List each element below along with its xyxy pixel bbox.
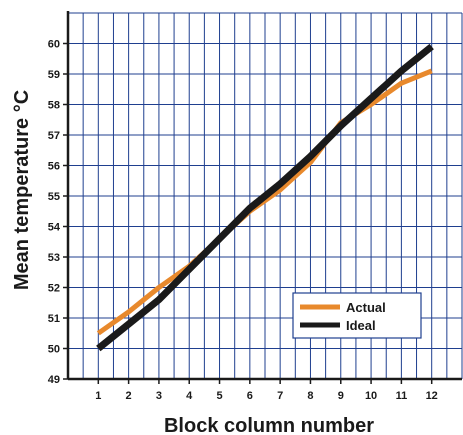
x-tick-label: 5	[216, 390, 222, 402]
legend: Actual Ideal	[292, 292, 422, 339]
series-line-ideal	[96, 43, 434, 352]
y-tick-label: 58	[48, 100, 60, 112]
legend-label-ideal: Ideal	[346, 318, 376, 333]
y-tick-label: 54	[48, 222, 61, 234]
x-tick-label: 2	[126, 390, 132, 402]
y-tick-label: 50	[48, 344, 60, 356]
x-tick-label: 9	[338, 390, 344, 402]
y-tick-label: 49	[48, 374, 60, 386]
y-tick-label: 56	[48, 161, 60, 173]
legend-label-actual: Actual	[346, 300, 386, 315]
y-axis-title: Mean temperature °C	[11, 90, 33, 290]
y-tick-label: 59	[48, 69, 60, 81]
y-tick-label: 51	[48, 313, 60, 325]
y-tick-label: 55	[48, 191, 60, 203]
x-tick-label: 3	[156, 390, 162, 402]
x-tick-label: 4	[186, 390, 193, 402]
x-tick-label: 10	[365, 390, 377, 402]
y-tick-label: 52	[48, 283, 60, 295]
y-tick-label: 60	[48, 39, 60, 51]
x-tick-label: 11	[396, 390, 408, 402]
x-tick-label: 7	[277, 390, 283, 402]
series-lines	[96, 43, 434, 352]
x-tick-label: 1	[95, 390, 101, 402]
x-axis-title: Block column number	[164, 415, 374, 435]
legend-box	[292, 292, 422, 339]
y-tick-label: 57	[48, 130, 60, 142]
x-tick-label: 12	[426, 390, 438, 402]
series-line-actual	[96, 68, 433, 336]
x-tick-label: 8	[307, 390, 313, 402]
y-tick-label: 53	[48, 252, 60, 264]
x-tick-label: 6	[247, 390, 253, 402]
